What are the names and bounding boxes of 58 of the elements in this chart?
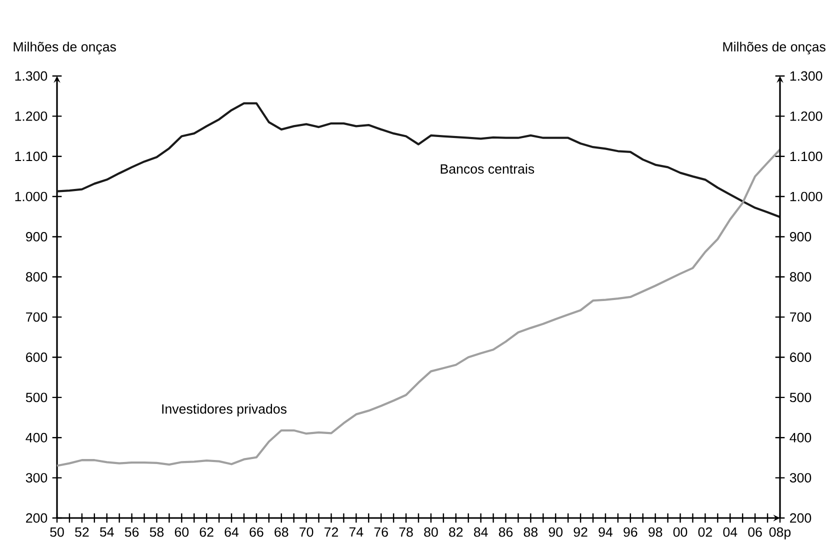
x-tick-label: 80 — [424, 527, 438, 537]
x-tick-label: 88 — [524, 527, 538, 537]
y2-tick-label: 500 — [790, 392, 812, 402]
y-tick-label: 600 — [26, 352, 48, 362]
x-tick-label: 86 — [498, 527, 513, 537]
y-tick-label: 1.000 — [15, 192, 48, 202]
x-tick-label: 06 — [748, 527, 762, 537]
x-tick-label: 92 — [574, 527, 588, 537]
text: Bancos centrais — [440, 164, 534, 174]
x-tick-label: 02 — [698, 527, 712, 537]
y-tick-label: 200 — [26, 513, 48, 523]
series-label: Investidores privados — [162, 404, 287, 416]
x-tick-label: 84 — [474, 527, 488, 537]
x-tick-label: 78 — [399, 527, 413, 537]
y2-tick-label: 800 — [790, 272, 812, 282]
y2-tick-label: 700 — [790, 312, 812, 322]
y-tick-label: 500 — [26, 392, 48, 402]
x-tick-label: 52 — [75, 527, 89, 537]
y-tick-label: 400 — [26, 432, 48, 442]
y-tick-label: 1.200 — [15, 111, 48, 121]
x-tick-label: 08p — [769, 527, 791, 540]
x-tick-label: 94 — [598, 527, 612, 537]
y2-tick-label: 200 — [790, 513, 812, 523]
x-tick-label: 62 — [200, 527, 214, 537]
x-tick-label: 60 — [174, 527, 189, 537]
x-tick-label: 90 — [548, 527, 563, 537]
x-tick-label: 74 — [349, 527, 364, 537]
x-tick-label: 64 — [224, 527, 239, 537]
y-tick-label: 700 — [26, 312, 48, 322]
x-tick-label: 76 — [374, 527, 388, 537]
y-tick-label: 800 — [26, 272, 48, 282]
y2-tick-label: 1.200 — [790, 111, 822, 121]
x-tick-label: 54 — [100, 527, 114, 537]
x-tick-label: 58 — [150, 527, 164, 537]
y2-tick-label: 900 — [790, 232, 812, 242]
x-tick-label: 04 — [723, 527, 738, 537]
x-tick-label: 72 — [324, 527, 338, 537]
y-tick-label: 1.100 — [15, 152, 48, 162]
x-tick-label: 50 — [50, 527, 64, 537]
y-tick-label: 1.300 — [15, 71, 48, 81]
y2-tick-label: 400 — [790, 432, 812, 442]
x-tick-label: 66 — [250, 527, 264, 537]
y-tick-label: 900 — [26, 232, 48, 242]
x-tick-label: 56 — [124, 527, 139, 537]
y2-tick-label: 600 — [790, 352, 812, 362]
y2-tick-label: 1.100 — [790, 152, 822, 162]
x-tick-label: 82 — [449, 527, 463, 537]
x-tick-label: 98 — [648, 527, 662, 537]
y-axis-title: Milhões de onças — [14, 42, 116, 54]
y-tick-label: 300 — [26, 473, 48, 483]
y2-tick-label: 300 — [790, 473, 812, 483]
y2-tick-label: 1.000 — [790, 192, 822, 202]
x-tick-label: 70 — [300, 527, 314, 537]
x-tick-label: 96 — [624, 527, 638, 537]
x-tick-label: 68 — [274, 527, 288, 537]
y2-tick-label: 1.300 — [790, 71, 822, 81]
y2-axis-title: Milhões de onças — [723, 42, 826, 54]
x-tick-label: 00 — [673, 527, 688, 537]
